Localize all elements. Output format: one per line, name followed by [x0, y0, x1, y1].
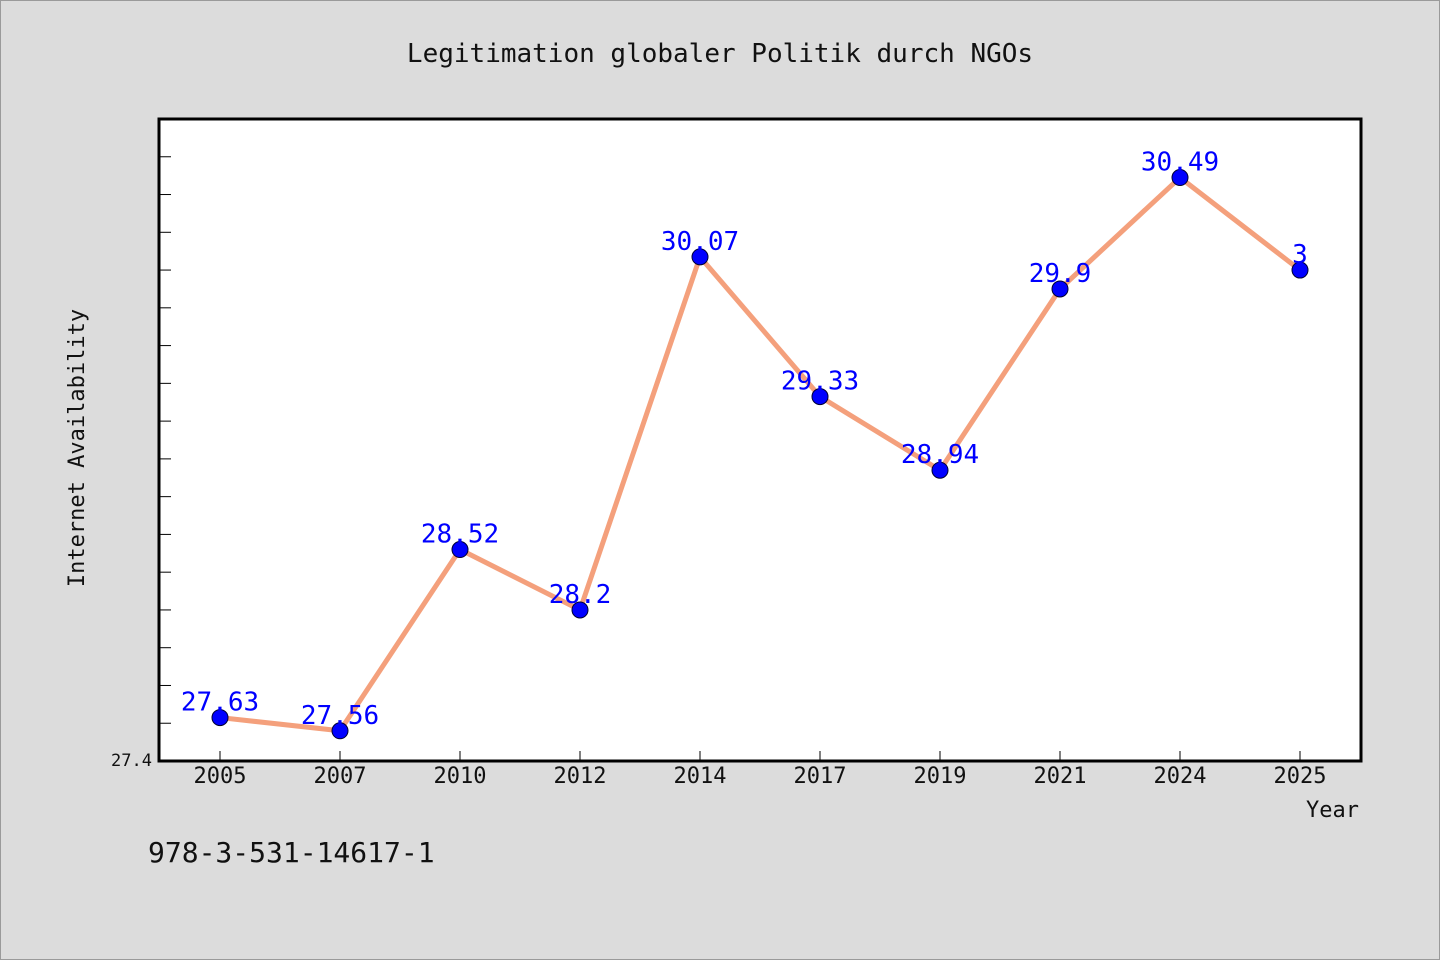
x-tick-label: 2005: [194, 764, 247, 789]
x-tick-label: 2017: [794, 764, 847, 789]
x-axis-ticks: 2005 2007 2010 2012 2014 2017 2019 2021 2024 2025: [194, 751, 1327, 789]
data-label: 30.49: [1141, 148, 1219, 178]
plot-area: [157, 117, 1363, 763]
x-tick-label: 2010: [434, 764, 487, 789]
data-point: [811, 388, 829, 406]
x-tick-label: 2025: [1274, 764, 1327, 789]
data-point: [211, 709, 229, 727]
data-label: 27.56: [301, 701, 379, 731]
data-point: [1171, 169, 1189, 187]
data-markers: [211, 169, 1309, 740]
data-point: [1051, 280, 1069, 298]
data-point: [1291, 261, 1309, 279]
x-axis-label: Year: [1306, 798, 1359, 823]
y-tick-label: 27.4: [111, 751, 152, 771]
chart-title: Legitimation globaler Politik durch NGOs: [407, 39, 1033, 69]
x-tick-label: 2007: [314, 764, 367, 789]
data-labels: 27.63 27.56 28.52 28.2 30.07 29.33 28.94 29.9 30…: [181, 148, 1308, 731]
data-label: 28.94: [901, 440, 979, 470]
isbn-text: 978-3-531-14617-1: [148, 836, 435, 869]
x-tick-label: 2012: [554, 764, 607, 789]
data-point: [931, 461, 949, 479]
data-point: [571, 601, 589, 619]
data-label: 30.07: [661, 227, 739, 257]
data-point: [451, 541, 469, 559]
x-tick-label: 2024: [1154, 764, 1207, 789]
y-axis-ticks: [159, 118, 171, 762]
x-tick-label: 2019: [914, 764, 967, 789]
data-label: 27.63: [181, 688, 259, 718]
data-point: [691, 248, 709, 266]
x-tick-label: 2014: [674, 764, 727, 789]
data-label: 28.52: [421, 520, 499, 550]
data-label: 29.33: [781, 367, 859, 397]
x-tick-label: 2021: [1034, 764, 1087, 789]
series-line: [217, 175, 1303, 734]
y-axis-label: Internet Availability: [65, 309, 90, 587]
data-label: 29.9: [1029, 259, 1092, 289]
data-label: 28.2: [549, 580, 612, 610]
series-line-group: [217, 175, 1303, 734]
data-point: [331, 722, 349, 740]
data-label: 3: [1292, 240, 1308, 270]
